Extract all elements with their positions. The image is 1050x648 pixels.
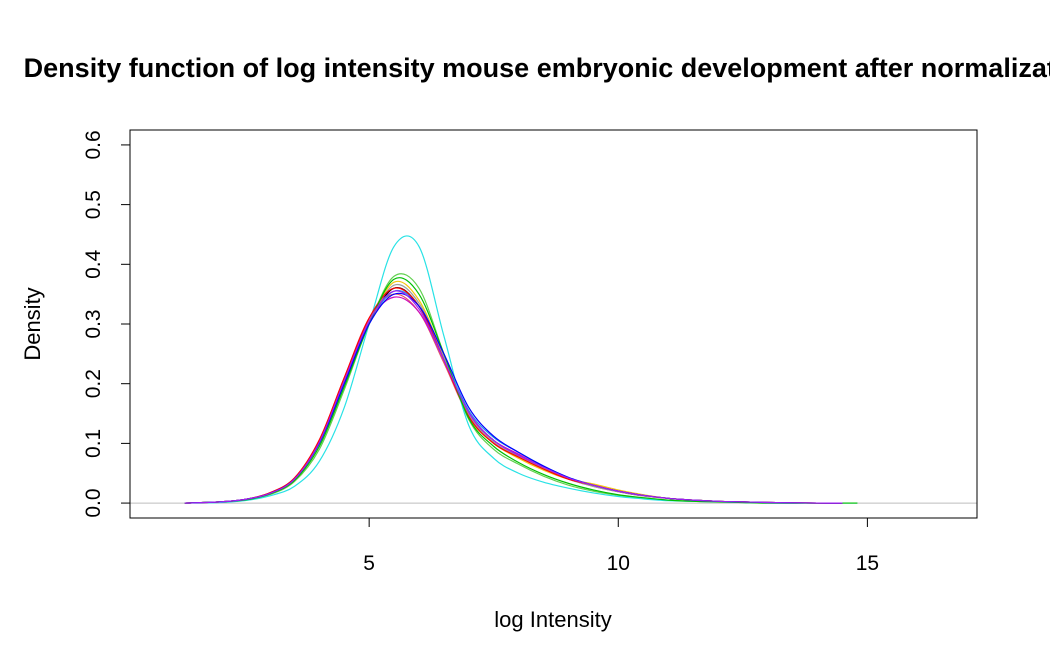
x-tick-label: 15 bbox=[856, 552, 879, 575]
x-tick-label: 5 bbox=[363, 552, 375, 575]
y-tick-label: 0.1 bbox=[82, 429, 105, 458]
density-line-3 bbox=[184, 273, 843, 504]
y-tick-label: 0.6 bbox=[82, 130, 105, 159]
y-tick-label: 0.5 bbox=[82, 190, 105, 219]
density-line-7 bbox=[184, 280, 843, 504]
y-tick-label: 0.4 bbox=[82, 249, 105, 279]
density-line-11 bbox=[184, 292, 843, 504]
density-line-5 bbox=[184, 235, 858, 504]
y-tick-label: 0.2 bbox=[82, 369, 105, 398]
chart-title: Density function of log intensity mouse … bbox=[24, 53, 1050, 83]
density-line-6 bbox=[184, 296, 843, 504]
y-axis-label: Density bbox=[20, 287, 45, 360]
series-group bbox=[130, 235, 977, 504]
x-axis-label: log Intensity bbox=[494, 607, 611, 632]
plot-frame bbox=[129, 129, 978, 519]
x-axis: 5 10 15 bbox=[363, 517, 879, 575]
density-line-10 bbox=[184, 277, 858, 504]
density-line-12 bbox=[184, 290, 843, 504]
y-axis: 0.0 0.1 0.2 0.3 0.4 0.5 0.6 bbox=[82, 130, 131, 518]
y-tick-label: 0.3 bbox=[82, 309, 105, 338]
x-tick-label: 10 bbox=[607, 552, 630, 575]
y-tick-label: 0.0 bbox=[82, 488, 105, 517]
density-line-2 bbox=[184, 293, 843, 504]
